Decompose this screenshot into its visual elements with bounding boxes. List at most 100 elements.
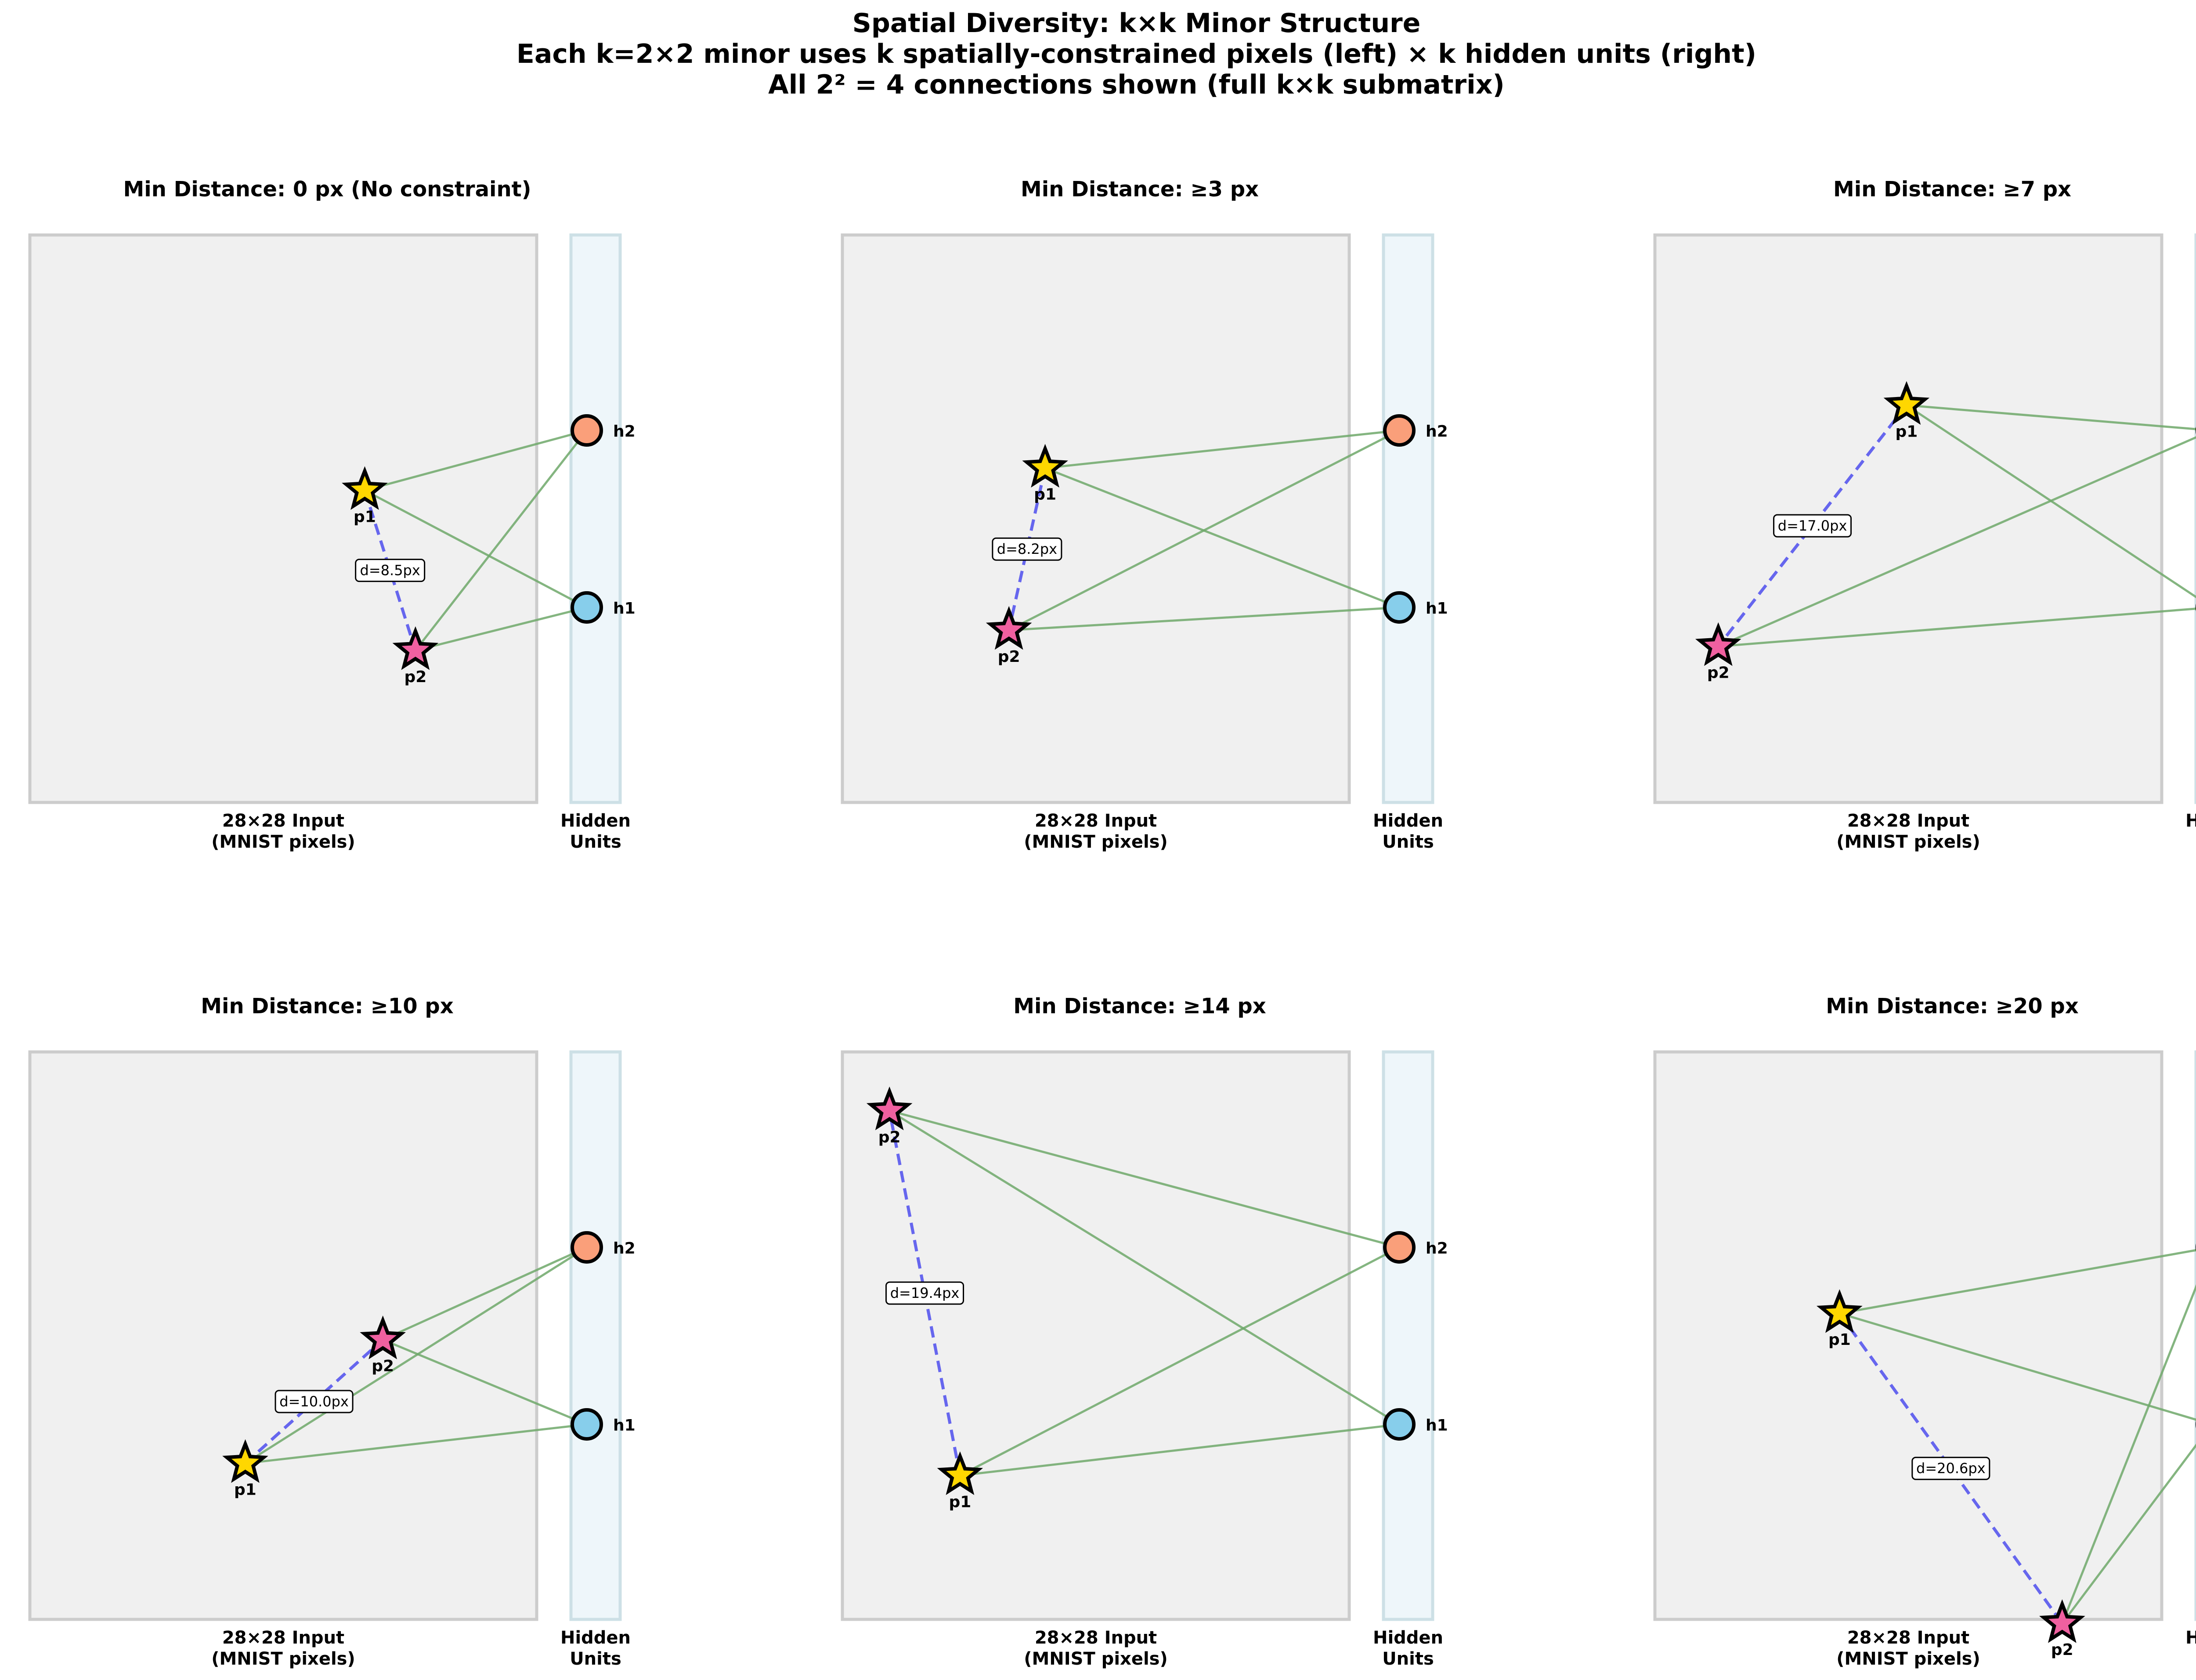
distance-line: [363, 490, 417, 651]
input-label-line-2: (MNIST pixels): [1024, 1649, 1168, 1669]
p1-label: p1: [234, 1481, 256, 1499]
input-label-line-1: 28×28 Input: [1847, 1628, 1969, 1648]
hidden-label-line-1: Hidden: [560, 1628, 631, 1648]
pixel-p2-star: [2039, 1599, 2085, 1643]
input-label-line-1: 28×28 Input: [1035, 811, 1157, 831]
h2-label: h2: [1426, 423, 1448, 441]
distance-line: [1007, 467, 1047, 631]
distance-line: [1717, 404, 1908, 647]
p2-label: p2: [404, 668, 426, 686]
connection-p1-h1: [1839, 1312, 2196, 1421]
panel-4: Min Distance: ≥10 px d=10.0px h2 h1 p1 p2 28×2…: [28, 994, 636, 1669]
p1-label: p1: [949, 1493, 971, 1511]
pixel-p1-star: [222, 1439, 268, 1483]
p1-label: p1: [1895, 423, 1918, 441]
input-grid-box: [28, 1050, 538, 1621]
figure-title: Spatial Diversity: k×k Minor Structure E…: [0, 8, 2196, 100]
hidden-label-line-2: Units: [2195, 1649, 2196, 1669]
distance-label: d=20.6px: [1916, 1460, 1986, 1477]
connection-p2-h1: [415, 610, 573, 652]
connection-p1-h1: [245, 1425, 573, 1465]
panel-title: Min Distance: 0 px (No constraint): [123, 177, 531, 202]
figure-title-line-2: Each k=2×2 minor uses k spatially-constr…: [516, 39, 1757, 69]
pixel-p1-star: [1817, 1289, 1863, 1333]
h1-label: h1: [613, 1416, 636, 1434]
connection-p1-h2: [1839, 1249, 2196, 1315]
connection-p1-h2: [959, 1253, 1387, 1477]
h2-label: h2: [1426, 1239, 1448, 1257]
distance-label-box: [274, 1390, 354, 1413]
connection-p2-h2: [889, 1109, 1386, 1245]
input-grid-box: [1653, 233, 2163, 804]
distance-label-box: [992, 537, 1062, 561]
hidden-unit-h1-node: [571, 591, 603, 624]
input-label-line-1: 28×28 Input: [1035, 1628, 1157, 1648]
pixel-p1-star: [937, 1451, 983, 1495]
hidden-unit-h1-node: [571, 1408, 603, 1441]
pixel-p2-star: [1695, 622, 1741, 666]
p2-label: p2: [372, 1357, 394, 1375]
h1-label: h1: [613, 600, 636, 618]
hidden-unit-h1-node: [1383, 591, 1416, 624]
hidden-unit-h1-node: [1383, 1408, 1416, 1441]
connection-p2-h1: [1009, 607, 1385, 632]
pixel-p2-star: [986, 606, 1032, 650]
h2-label: h2: [613, 423, 636, 441]
panel-title: Min Distance: ≥10 px: [201, 994, 453, 1019]
panel-5: Min Distance: ≥14 px d=19.4px h2 h1 p1 p2 28×2…: [841, 994, 1448, 1669]
input-label-line-2: (MNIST pixels): [1024, 832, 1168, 852]
connection-p1-h1: [1906, 404, 2196, 599]
panel-2: Min Distance: ≥3 px d=8.2px h2 h1 p1 p2 28×28 …: [841, 177, 1448, 852]
hidden-unit-h2-node: [1383, 1231, 1416, 1264]
panel-title: Min Distance: ≥20 px: [1826, 994, 2078, 1019]
panel-grid: Min Distance: 0 px (No constraint) d=8.5p…: [28, 177, 2196, 1669]
connection-p1-h2: [1906, 404, 2196, 430]
input-label-line-2: (MNIST pixels): [211, 1649, 355, 1669]
h2-label: h2: [613, 1239, 636, 1257]
distance-label: d=19.4px: [890, 1285, 960, 1301]
connection-p1-h2: [1045, 430, 1385, 470]
h1-label: h1: [1426, 1416, 1448, 1434]
connection-p2-h2: [414, 441, 579, 651]
p1-label: p1: [1034, 486, 1056, 504]
distance-label: d=8.5px: [360, 562, 420, 579]
hidden-label-line-2: Units: [2195, 832, 2196, 852]
figure-title-line-3: All 2² = 4 connections shown (full k×k s…: [768, 69, 1505, 100]
hidden-unit-h2-node: [571, 414, 603, 447]
hidden-label-line-2: Units: [570, 832, 621, 852]
figure-title-line-1: Spatial Diversity: k×k Minor Structure: [852, 8, 1421, 39]
panel-1: Min Distance: 0 px (No constraint) d=8.5p…: [28, 177, 636, 852]
connection-p1-h1: [1044, 467, 1387, 603]
panel-6: Min Distance: ≥20 pxd=20.6pxh2h1p1p228×2…: [1653, 994, 2196, 1669]
hidden-label-line-1: Hidden: [1373, 811, 1443, 831]
hidden-label-line-2: Units: [1382, 832, 1434, 852]
hidden-units-strip: [1382, 1050, 1434, 1621]
hidden-label-line-1: Hidden: [2185, 1628, 2196, 1648]
connection-p1-h1: [960, 1425, 1385, 1477]
hidden-label-line-2: Units: [1382, 1649, 1434, 1669]
input-grid-box: [28, 233, 538, 804]
connection-p2-h1: [382, 1338, 574, 1420]
panel-title: Min Distance: ≥7 px: [1833, 177, 2071, 202]
pixel-p2-star: [866, 1086, 913, 1131]
p2-label: p2: [1707, 664, 1730, 682]
distance-line: [1838, 1312, 2064, 1625]
input-label-line-2: (MNIST pixels): [1836, 832, 1980, 852]
connection-p1-h2: [364, 433, 573, 491]
distance-label-box: [1773, 514, 1852, 538]
panel-title: Min Distance: ≥14 px: [1013, 994, 1266, 1019]
distance-label-box: [885, 1281, 964, 1305]
distance-label: d=8.2px: [997, 541, 1057, 557]
panel-title: Min Distance: ≥3 px: [1021, 177, 1259, 202]
pixel-p1-star: [1022, 444, 1068, 488]
distance-label: d=10.0px: [279, 1393, 349, 1410]
pixel-p1-star: [1883, 381, 1930, 425]
hidden-unit-h2-node: [1383, 414, 1416, 447]
input-label-line-2: (MNIST pixels): [1836, 1649, 1980, 1669]
connection-p2-h2: [382, 1252, 574, 1341]
hidden-units-strip: [569, 1050, 622, 1621]
distance-label-box: [1911, 1456, 1990, 1480]
hidden-label-line-1: Hidden: [1373, 1628, 1443, 1648]
hidden-label-line-1: Hidden: [2185, 811, 2196, 831]
